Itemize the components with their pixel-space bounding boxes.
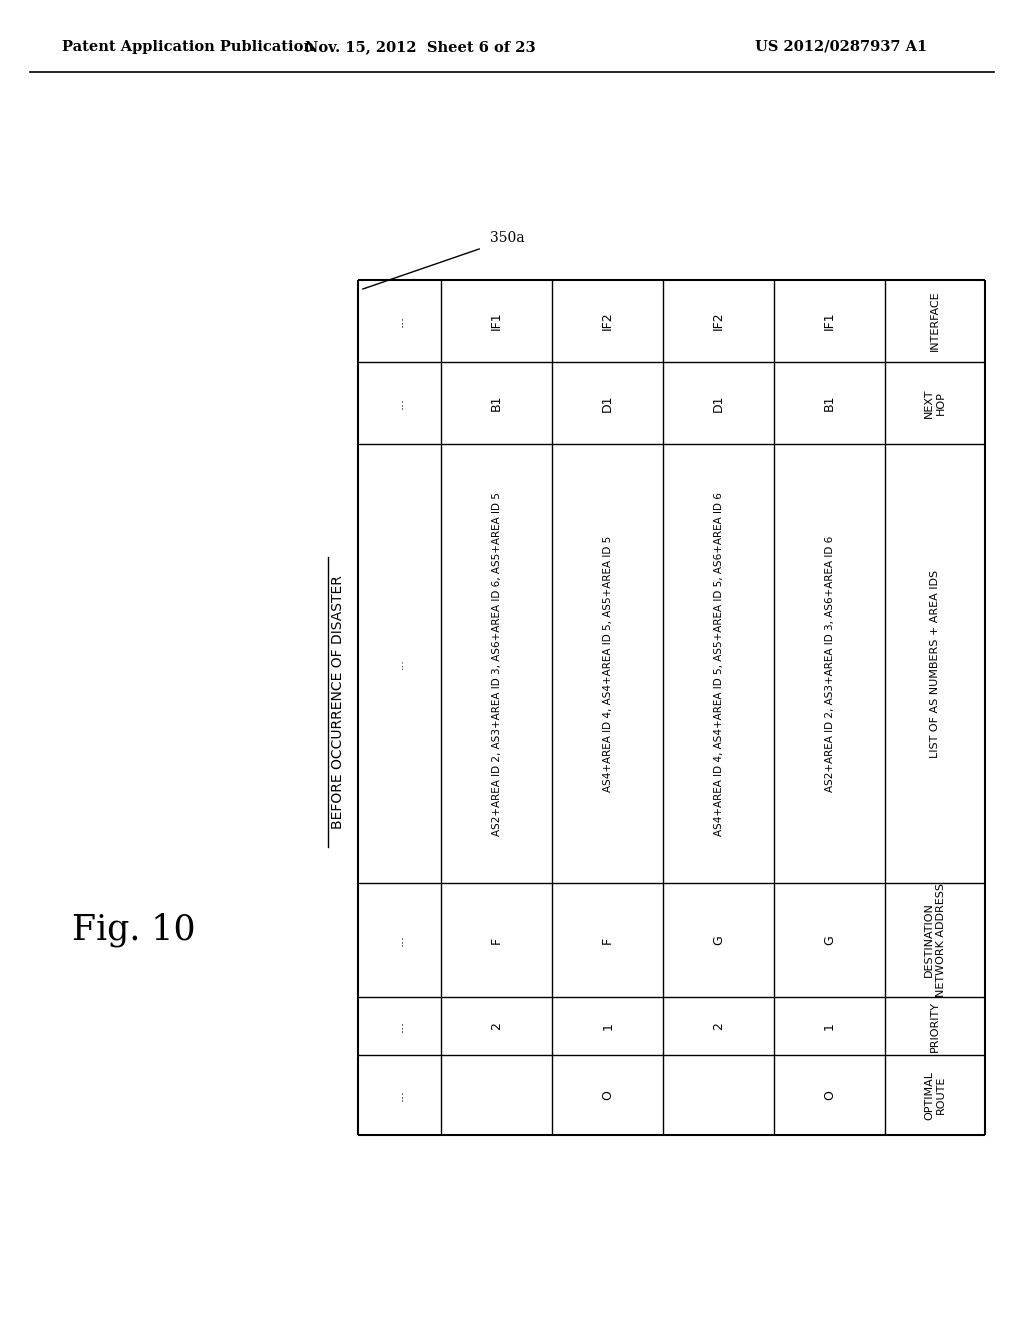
Text: AS4+AREA ID 4, AS4+AREA ID 5, AS5+AREA ID 5: AS4+AREA ID 4, AS4+AREA ID 5, AS5+AREA I… — [603, 536, 612, 792]
Text: D1: D1 — [712, 395, 725, 412]
Text: O: O — [823, 1090, 837, 1100]
Text: B1: B1 — [823, 395, 837, 412]
Text: PRIORITY: PRIORITY — [930, 1001, 940, 1052]
Text: ...: ... — [394, 659, 404, 669]
Text: 1: 1 — [601, 1022, 614, 1030]
Text: IF2: IF2 — [712, 312, 725, 330]
Text: F: F — [490, 936, 503, 944]
Text: G: G — [823, 935, 837, 945]
Text: F: F — [601, 936, 614, 944]
Text: O: O — [601, 1090, 614, 1100]
Text: Patent Application Publication: Patent Application Publication — [62, 40, 314, 54]
Text: NEXT
HOP: NEXT HOP — [925, 388, 946, 417]
Text: B1: B1 — [490, 395, 503, 412]
Text: IF1: IF1 — [823, 312, 837, 330]
Text: ...: ... — [393, 315, 407, 327]
Text: INTERFACE: INTERFACE — [930, 290, 940, 351]
Text: AS4+AREA ID 4, AS4+AREA ID 5, AS5+AREA ID 5, AS6+AREA ID 6: AS4+AREA ID 4, AS4+AREA ID 5, AS5+AREA I… — [714, 491, 724, 836]
Text: 2: 2 — [490, 1022, 503, 1030]
Text: IF2: IF2 — [601, 312, 614, 330]
Text: D1: D1 — [601, 395, 614, 412]
Text: ...: ... — [393, 397, 407, 409]
Text: ...: ... — [393, 1089, 407, 1101]
Text: LIST OF AS NUMBERS + AREA IDS: LIST OF AS NUMBERS + AREA IDS — [930, 569, 940, 758]
Text: AS2+AREA ID 2, AS3+AREA ID 3, AS6+AREA ID 6: AS2+AREA ID 2, AS3+AREA ID 3, AS6+AREA I… — [824, 536, 835, 792]
Text: ...: ... — [393, 1020, 407, 1032]
Text: US 2012/0287937 A1: US 2012/0287937 A1 — [755, 40, 928, 54]
Text: 350a: 350a — [490, 231, 524, 246]
Text: AS2+AREA ID 2, AS3+AREA ID 3, AS6+AREA ID 6, AS5+AREA ID 5: AS2+AREA ID 2, AS3+AREA ID 3, AS6+AREA I… — [492, 491, 502, 836]
Text: OPTIMAL
ROUTE: OPTIMAL ROUTE — [925, 1071, 946, 1119]
Text: Nov. 15, 2012  Sheet 6 of 23: Nov. 15, 2012 Sheet 6 of 23 — [305, 40, 536, 54]
Text: ...: ... — [393, 935, 407, 946]
Text: 1: 1 — [823, 1022, 837, 1030]
Text: BEFORE OCCURRENCE OF DISASTER: BEFORE OCCURRENCE OF DISASTER — [331, 576, 345, 829]
Text: IF1: IF1 — [490, 312, 503, 330]
Text: DESTINATION
NETWORK ADDRESS: DESTINATION NETWORK ADDRESS — [925, 883, 946, 997]
Text: Fig. 10: Fig. 10 — [72, 912, 196, 948]
Text: 2: 2 — [712, 1022, 725, 1030]
Text: G: G — [712, 935, 725, 945]
